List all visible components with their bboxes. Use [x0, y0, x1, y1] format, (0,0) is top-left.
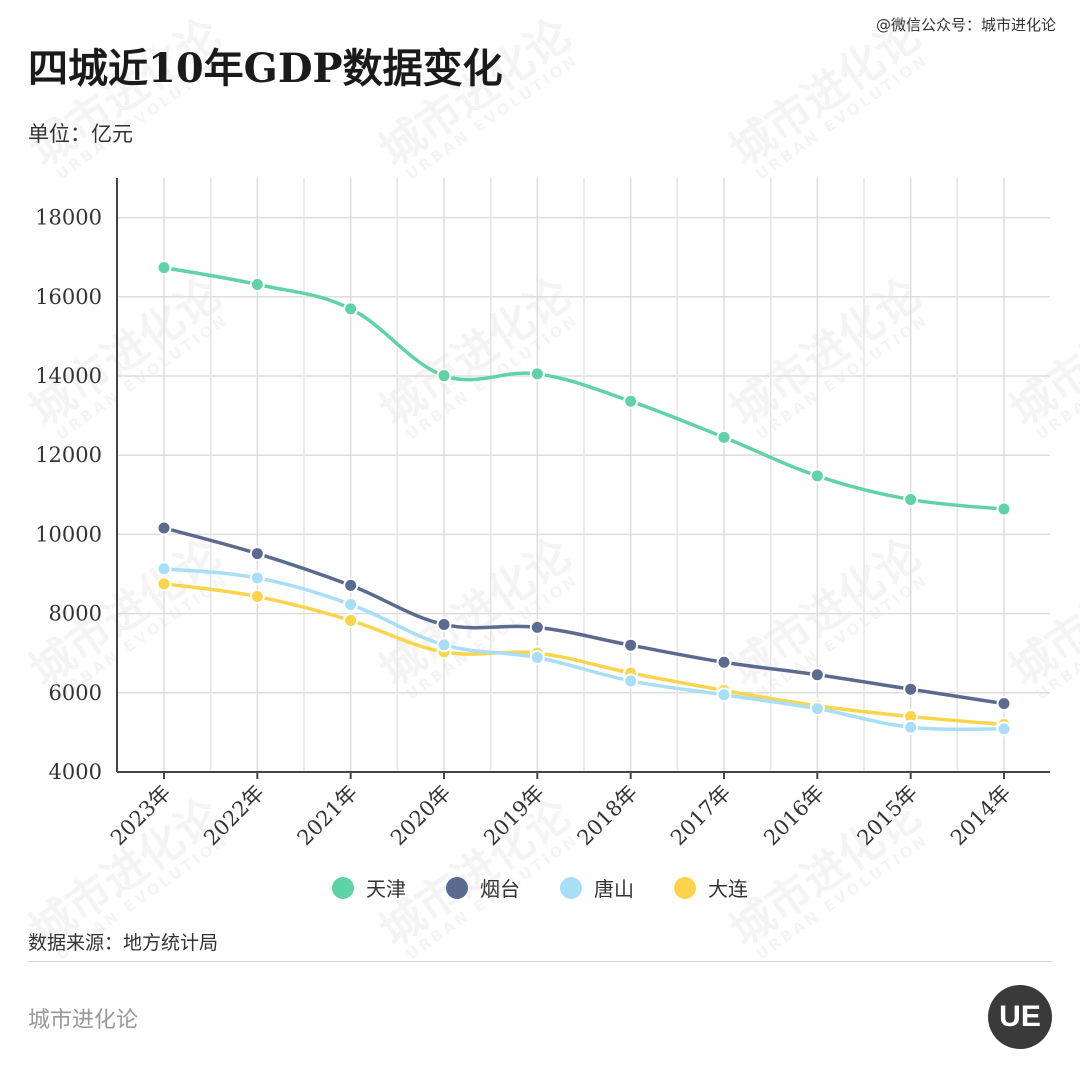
data-point [436, 637, 452, 653]
data-point [343, 577, 359, 593]
y-tick-label: 12000 [35, 443, 102, 467]
x-tick-label: 2017年 [666, 781, 736, 851]
legend-marker [674, 876, 696, 899]
data-point [343, 301, 359, 317]
chart-title: 四城近10年GDP数据变化 [28, 45, 503, 92]
data-point [436, 616, 452, 632]
data-point [529, 619, 545, 635]
data-point [249, 589, 265, 605]
y-tick-label: 4000 [49, 760, 102, 784]
legend-marker [332, 876, 354, 899]
data-point [529, 650, 545, 666]
data-point [996, 721, 1012, 737]
data-point [996, 501, 1012, 517]
y-tick-layer: 4000 6000 8000 10000 12000 14000 16000 18000 [35, 206, 102, 784]
x-tick-label: 2015年 [853, 781, 923, 851]
data-point [343, 612, 359, 628]
credit-text: @微信公众号：城市进化论 [875, 16, 1056, 34]
axis-layer [116, 178, 1050, 779]
data-point [809, 468, 825, 484]
legend: 天津 烟台 唐山 大连 [0, 873, 1080, 902]
legend-marker [560, 876, 582, 899]
legend-item: 大连 [674, 873, 748, 902]
data-point [529, 366, 545, 382]
data-point [156, 576, 172, 592]
x-tick-layer: 2023年 2022年 2021年 2020年 2019年 2018年 2017年 2016年… [106, 781, 1016, 851]
data-point [903, 719, 919, 735]
data-point [716, 429, 732, 445]
data-point [249, 546, 265, 562]
data-point [809, 667, 825, 683]
x-tick-label: 2018年 [573, 781, 643, 851]
data-point [809, 701, 825, 717]
data-point [623, 637, 639, 653]
data-point [436, 368, 452, 384]
legend-label: 唐山 [594, 877, 634, 901]
data-point [249, 570, 265, 586]
data-point [156, 561, 172, 577]
line-chart: 4000 6000 8000 10000 12000 14000 16000 18000 20… [35, 178, 1050, 851]
brand-logo: UE [988, 985, 1052, 1049]
data-point [249, 276, 265, 292]
data-point [996, 696, 1012, 712]
data-point [903, 492, 919, 508]
y-tick-label: 14000 [35, 364, 102, 388]
y-tick-label: 16000 [35, 285, 102, 309]
data-point [156, 520, 172, 536]
series-line-2 [163, 566, 1005, 732]
x-tick-label: 2021年 [293, 781, 363, 851]
data-point [716, 654, 732, 670]
data-point [903, 681, 919, 697]
x-tick-label: 2020年 [386, 781, 456, 851]
data-point [623, 393, 639, 409]
grid-layer [117, 178, 1050, 772]
series-line-3 [163, 582, 1005, 727]
x-tick-label: 2022年 [199, 781, 269, 851]
legend-marker [446, 876, 468, 899]
legend-label: 天津 [366, 877, 406, 901]
y-tick-label: 18000 [35, 206, 102, 230]
legend-item: 唐山 [560, 873, 634, 902]
x-tick-label: 2016年 [759, 781, 829, 851]
data-point [343, 596, 359, 612]
data-point [716, 687, 732, 703]
x-tick-label: 2014年 [946, 781, 1016, 851]
data-point [623, 673, 639, 689]
x-tick-label: 2019年 [479, 781, 549, 851]
series-line-0 [163, 265, 1005, 511]
series-layer [156, 260, 1012, 737]
divider [28, 961, 1052, 962]
logo-text: UE [999, 1000, 1041, 1033]
x-tick-label: 2023年 [106, 781, 176, 851]
unit-label: 单位：亿元 [28, 122, 133, 146]
legend-label: 大连 [708, 877, 748, 901]
y-tick-label: 6000 [49, 681, 102, 705]
footer-brand: 城市进化论 [28, 1008, 139, 1033]
legend-item: 烟台 [446, 873, 520, 902]
y-tick-label: 10000 [35, 522, 102, 546]
legend-label: 烟台 [480, 877, 520, 901]
y-tick-label: 8000 [49, 602, 102, 626]
series-line-1 [163, 526, 1005, 706]
data-point [156, 260, 172, 276]
legend-item: 天津 [332, 873, 406, 902]
data-source: 数据来源：地方统计局 [28, 932, 219, 954]
